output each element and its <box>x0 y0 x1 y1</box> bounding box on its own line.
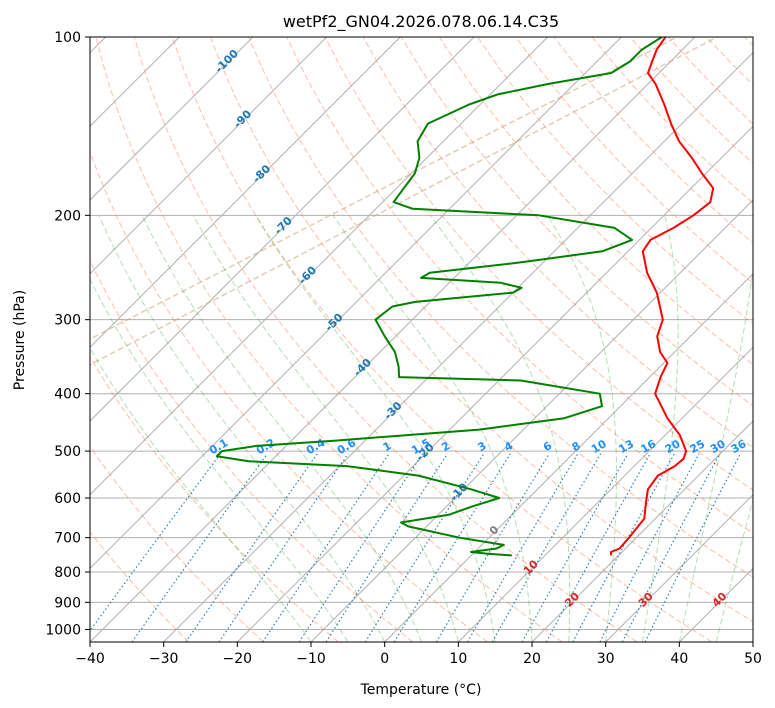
dewpoint-profile-line <box>215 37 663 557</box>
dry-adiabat <box>90 150 488 642</box>
y-tick-label: 900 <box>54 595 81 611</box>
x-tick-label: 10 <box>449 651 467 667</box>
y-tick-label: 500 <box>54 444 81 460</box>
isotherm-line <box>90 37 622 570</box>
dry-adiabat <box>400 37 753 407</box>
mixing-ratio-lines <box>90 453 741 642</box>
sounding-profiles <box>215 37 715 557</box>
moist-adiabat <box>90 347 312 642</box>
mixing-ratio-line <box>185 453 318 642</box>
mixing-ratio-line <box>599 453 700 642</box>
y-axis-label: Pressure (hPa) <box>12 290 28 390</box>
mixing-ratio-line <box>262 453 390 642</box>
y-tick-label: 400 <box>54 387 81 403</box>
mixing-ratio-line <box>364 453 485 642</box>
isotherm-line <box>90 37 696 642</box>
isotherm-line <box>605 493 753 642</box>
dry-adiabat <box>90 259 414 642</box>
moist-adiabat <box>715 498 753 642</box>
mixing-ratio-line <box>218 453 349 642</box>
temperature-profile-line <box>610 37 715 556</box>
x-tick-label: 30 <box>597 651 615 667</box>
moist-adiabat <box>192 215 459 642</box>
x-axis-label: Temperature (°C) <box>360 682 482 698</box>
isotherm-line <box>90 37 328 275</box>
mixing-ratio-line <box>90 453 221 632</box>
moist-adiabat <box>547 215 617 642</box>
moist-adiabats <box>90 215 753 642</box>
isotherm-line <box>457 346 753 642</box>
mixing-ratio-line <box>325 453 449 642</box>
moist-adiabat <box>642 215 679 642</box>
isobar-grid <box>90 37 753 630</box>
axes: −40 −30 −20 −10 0 10 20 30 40 50 100 200 300 400 500 60… <box>45 30 762 667</box>
dry-adiabat <box>248 37 753 578</box>
dry-adiabat <box>95 37 563 642</box>
mixing-ratio-line <box>491 453 602 642</box>
dry-adiabat <box>515 37 753 284</box>
dry-adiabat <box>210 37 753 623</box>
isotherm-line <box>531 420 753 642</box>
moist-adiabat <box>255 215 496 642</box>
dry-adiabat <box>286 37 753 534</box>
dry-adiabat <box>133 37 638 642</box>
y-tick-label: 300 <box>54 313 81 329</box>
mixing-ratio-line <box>572 453 675 642</box>
x-tick-label: 40 <box>670 651 688 667</box>
x-tick-label: 0 <box>380 651 389 667</box>
x-tick-label: 50 <box>744 651 762 667</box>
moist-adiabat <box>332 215 533 642</box>
dry-adiabat <box>90 531 190 642</box>
x-tick-label: −10 <box>296 651 326 667</box>
y-tick-label: 1000 <box>45 622 81 638</box>
isotherm-line <box>90 37 401 349</box>
x-tick-label: −20 <box>223 651 253 667</box>
y-tick-label: 100 <box>54 30 81 46</box>
isotherm-line <box>90 37 549 496</box>
moist-adiabat <box>141 215 422 642</box>
dry-adiabat <box>171 37 712 642</box>
x-tick-label: 20 <box>523 651 541 667</box>
mixing-ratio-line <box>131 453 268 642</box>
plot-frame <box>89 36 754 643</box>
dry-adiabat <box>90 356 339 642</box>
y-tick-label: 700 <box>54 531 81 547</box>
dry-adiabat <box>90 445 264 642</box>
isotherm-line <box>90 37 254 201</box>
x-tick-label: −30 <box>149 651 179 667</box>
isotherm-line <box>163 51 753 642</box>
x-tick-label: −40 <box>75 651 105 667</box>
chart-title: wetPf2_GN04.2026.078.06.14.C35 <box>283 12 559 32</box>
moist-adiabat <box>90 277 349 642</box>
isotherm-line <box>90 37 475 422</box>
isotherm-line <box>236 125 753 642</box>
moist-adiabat <box>429 215 571 642</box>
mixing-ratio-line <box>467 453 579 642</box>
y-tick-label: 800 <box>54 565 81 581</box>
mixing-ratio-line <box>521 453 629 642</box>
mixing-ratio-line <box>298 453 424 642</box>
y-tick-label: 200 <box>54 208 81 224</box>
y-tick-label: 600 <box>54 491 81 507</box>
moist-adiabat <box>678 265 753 642</box>
